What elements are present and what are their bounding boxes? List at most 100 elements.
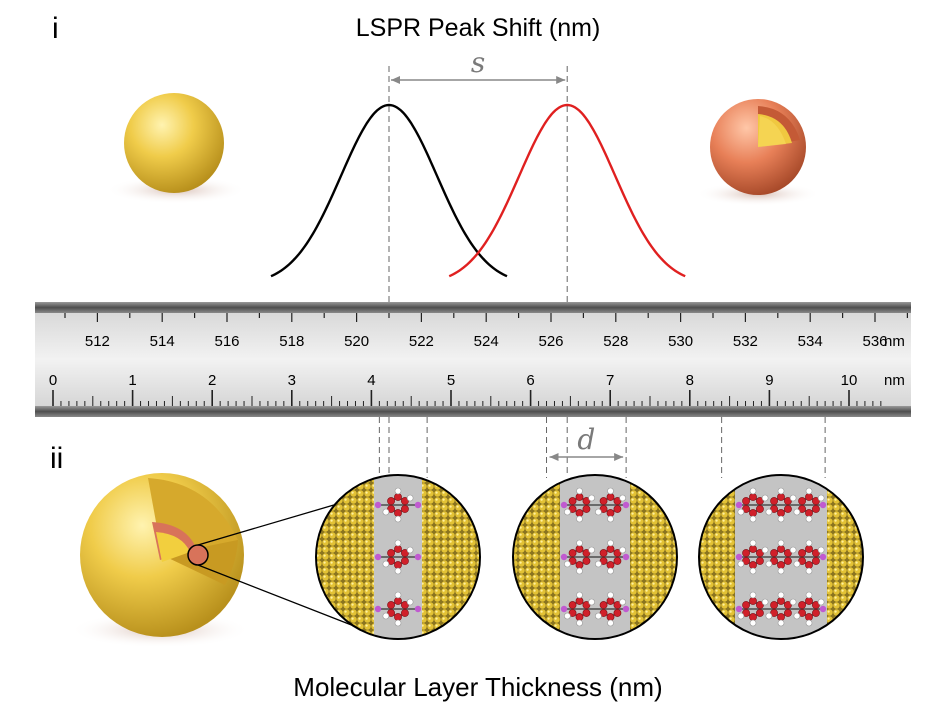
carbon-atom	[777, 509, 785, 517]
hydrogen-atom	[382, 612, 390, 620]
hydrogen-atom	[406, 598, 414, 606]
hydrogen-atom	[805, 591, 813, 599]
top-scale-tick-label: 520	[344, 333, 369, 350]
carbon-atom	[749, 561, 757, 569]
carbon-atom	[749, 509, 757, 517]
carbon-atom	[798, 497, 806, 505]
junction-view	[316, 475, 480, 639]
hydrogen-atom	[749, 619, 757, 627]
hydrogen-atom	[749, 515, 757, 523]
carbon-atom	[812, 557, 820, 565]
carbon-atom	[749, 493, 757, 501]
carbon-atom	[770, 557, 778, 565]
reference-spectrum-curve	[270, 103, 508, 278]
top-scale-ticks: 512 514 516 518 520 522 524 526 528 530 532 534 536	[64, 313, 909, 350]
carbon-atom	[606, 597, 615, 605]
carbon-atom	[784, 497, 792, 505]
hydrogen-atom	[382, 508, 390, 516]
carbon-atom	[770, 497, 778, 505]
benzene-ring	[564, 591, 595, 627]
benzene-ring	[564, 539, 595, 575]
carbon-atom	[575, 545, 584, 553]
hydrogen-atom	[777, 567, 785, 575]
benzene-ring	[765, 539, 797, 575]
bottom-scale-tick-label: 5	[447, 372, 455, 389]
gold-nanoparticle	[106, 93, 246, 204]
carbon-atom	[568, 609, 577, 617]
carbon-atom	[798, 549, 806, 557]
carbon-atom	[387, 497, 395, 505]
carbon-atom	[613, 601, 622, 609]
hydrogen-atom	[619, 598, 626, 606]
hydrogen-atom	[595, 560, 602, 568]
carbon-atom	[798, 557, 806, 565]
carbon-atom	[812, 497, 820, 505]
top-scale-tick-label: 530	[668, 333, 693, 350]
carbon-atom	[784, 549, 792, 557]
carbon-atom	[394, 613, 402, 621]
carbon-atom	[394, 493, 402, 501]
junction-view	[513, 475, 677, 639]
hydrogen-atom	[817, 494, 825, 502]
core-shell-nanoparticle	[696, 99, 820, 206]
carbon-atom	[798, 609, 806, 617]
zoom-circle-two-rings	[512, 474, 678, 640]
panel-label-i: i	[52, 12, 59, 45]
benzene-ring	[793, 539, 825, 575]
hydrogen-atom	[805, 619, 813, 627]
hydrogen-atom	[737, 508, 745, 516]
top-scale-unit: nm	[884, 333, 905, 350]
hydrogen-atom	[737, 560, 745, 568]
hydrogen-atom	[394, 515, 402, 523]
panel-label-ii: ii	[50, 442, 63, 475]
hydrogen-atom	[595, 508, 602, 516]
carbon-atom	[749, 597, 757, 605]
anchor-atom	[414, 501, 422, 509]
benzene-ring	[793, 487, 825, 523]
hydrogen-atom	[619, 494, 626, 502]
hydrogen-atom	[394, 591, 402, 599]
bottom-scale-ticks: 0 1 2 3 4 5 6 7 8 9 10	[49, 372, 882, 406]
carbon-atom	[401, 497, 409, 505]
benzene-ring	[737, 487, 769, 523]
hydrogen-atom	[394, 539, 402, 547]
anchor-atom	[622, 605, 630, 613]
hydrogen-atom	[564, 612, 571, 620]
hydrogen-atom	[576, 591, 583, 599]
hydrogen-atom	[817, 546, 825, 554]
carbon-atom	[777, 545, 785, 553]
carbon-atom	[770, 505, 778, 513]
top-scale-tick-label: 524	[474, 333, 499, 350]
hydrogen-atom	[588, 598, 595, 606]
benzene-ring	[737, 591, 769, 627]
zoom-circle-three-rings	[698, 474, 864, 640]
cutaway-core-shell-sphere	[70, 473, 355, 648]
anchor-atom	[819, 501, 827, 509]
carbon-atom	[568, 505, 577, 513]
top-scale-tick-label: 526	[538, 333, 563, 350]
carbon-atom	[756, 549, 764, 557]
junction-view	[699, 475, 863, 639]
lspr-spectra	[270, 103, 686, 278]
benzene-ring	[595, 487, 626, 523]
hydrogen-atom	[588, 546, 595, 554]
carbon-atom	[599, 549, 608, 557]
top-title: LSPR Peak Shift (nm)	[356, 14, 601, 42]
carbon-atom	[613, 505, 622, 513]
carbon-atom	[613, 497, 622, 505]
carbon-atom	[784, 557, 792, 565]
carbon-atom	[575, 493, 584, 501]
hydrogen-atom	[777, 539, 785, 547]
carbon-atom	[387, 601, 395, 609]
hydrogen-atom	[805, 567, 813, 575]
carbon-atom	[749, 613, 757, 621]
carbon-atom	[613, 557, 622, 565]
hydrogen-atom	[382, 560, 390, 568]
hydrogen-atom	[576, 567, 583, 575]
hydrogen-atom	[595, 612, 602, 620]
carbon-atom	[784, 609, 792, 617]
carbon-atom	[777, 597, 785, 605]
anchor-atom	[560, 501, 568, 509]
anchor-atom	[560, 605, 568, 613]
